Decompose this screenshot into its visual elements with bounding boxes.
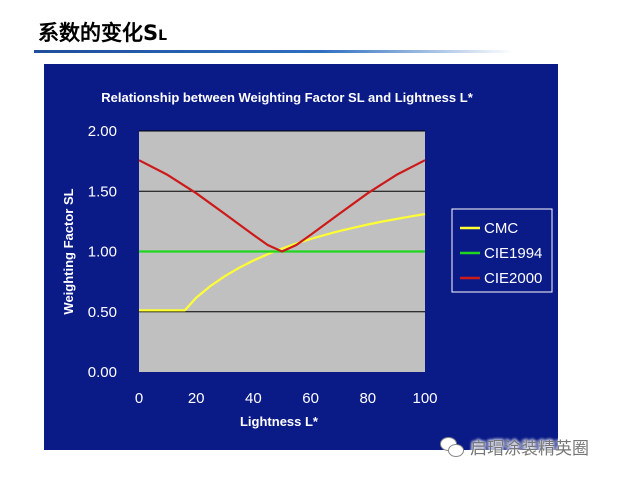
- legend-label: CMC: [484, 220, 518, 237]
- slide-title-subscript: L: [158, 28, 168, 44]
- legend-label: CIE1994: [484, 245, 542, 262]
- x-tick-label: 100: [412, 390, 437, 407]
- y-tick-label: 0.00: [88, 364, 117, 381]
- x-tick-label: 60: [302, 390, 319, 407]
- chart-title: Relationship between Weighting Factor SL…: [101, 90, 473, 105]
- series-line-cie2000: [138, 159, 426, 253]
- legend-box: [451, 208, 553, 293]
- slide-title: 系数的变化SL: [38, 17, 167, 47]
- title-underline: [34, 50, 514, 53]
- y-axis-label: Weighting Factor SL: [61, 188, 76, 314]
- watermark: 启瑁涂装精英圈: [440, 434, 589, 459]
- y-tick-label: 0.50: [88, 304, 117, 321]
- series-line-cmc: [139, 212, 426, 312]
- wechat-icon: [440, 436, 464, 457]
- watermark-text: 启瑁涂装精英圈: [470, 439, 589, 459]
- legend-label: CIE2000: [484, 270, 542, 287]
- y-tick-label: 1.50: [88, 183, 117, 200]
- x-axis-label: Lightness L*: [240, 414, 319, 429]
- x-tick-label: 0: [135, 390, 143, 407]
- x-tick-label: 20: [188, 390, 205, 407]
- y-tick-label: 1.00: [88, 244, 117, 261]
- y-tick-label: 2.00: [88, 123, 117, 140]
- slide-title-main: 系数的变化S: [38, 21, 159, 45]
- x-tick-label: 80: [359, 390, 376, 407]
- x-tick-label: 40: [245, 390, 262, 407]
